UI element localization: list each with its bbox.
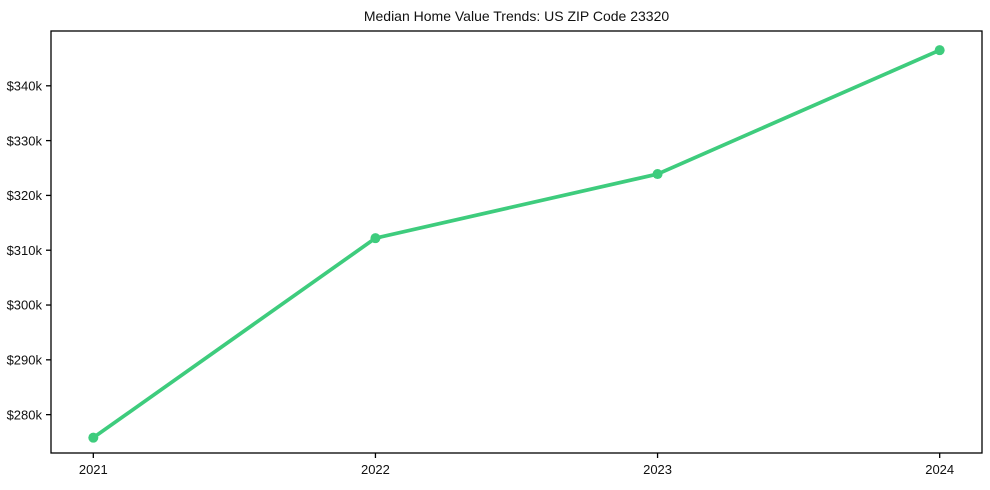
data-point-marker [652, 169, 663, 180]
y-tick-label: $340k [7, 79, 43, 94]
data-point-marker [88, 432, 99, 443]
chart-title: Median Home Value Trends: US ZIP Code 23… [364, 8, 670, 24]
x-tick-label: 2023 [643, 462, 672, 477]
data-point-marker [934, 45, 945, 56]
series-line [91, 48, 942, 440]
x-tick-label: 2022 [361, 462, 390, 477]
plot-border [50, 30, 983, 454]
y-tick-label: $320k [7, 188, 43, 203]
y-tick-label: $280k [7, 407, 43, 422]
x-tick-label: 2024 [925, 462, 954, 477]
y-tick-label: $290k [7, 353, 43, 368]
x-tick-label: 2021 [79, 462, 108, 477]
data-point-marker [370, 233, 381, 244]
plot-area: $280k $290k $300k $310k $320k $330k $340k 2021 2… [7, 30, 983, 477]
y-tick-label: $310k [7, 243, 43, 258]
y-tick-label: $330k [7, 133, 43, 148]
y-tick-label: $300k [7, 298, 43, 313]
